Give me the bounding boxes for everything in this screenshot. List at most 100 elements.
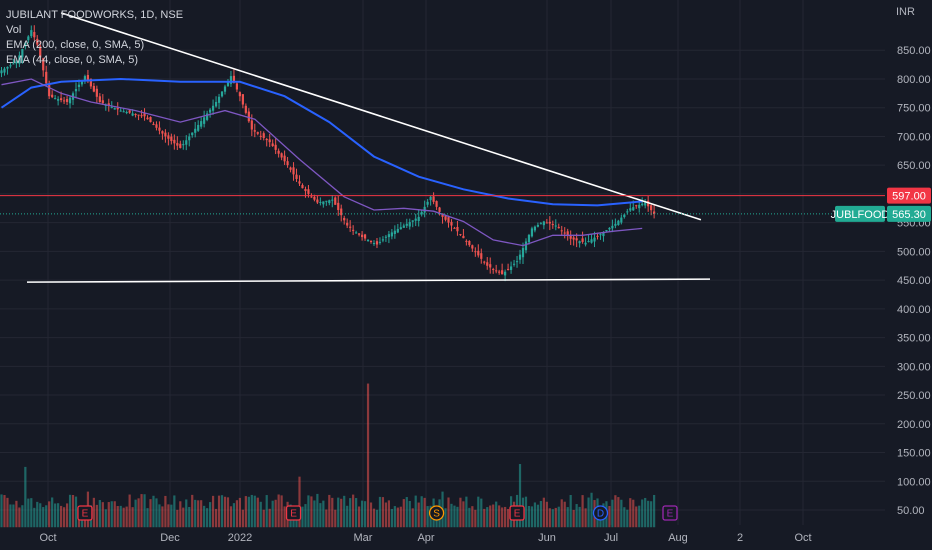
symbol-title[interactable]: JUBILANT FOODWORKS, 1D, NSE bbox=[6, 9, 184, 21]
candle-body bbox=[626, 211, 629, 213]
volume-bar bbox=[650, 501, 653, 528]
volume-bar bbox=[399, 506, 402, 528]
candle-body bbox=[465, 240, 468, 242]
ema200-indicator-label[interactable]: EMA (200, close, 0, SMA, 5) bbox=[6, 39, 145, 51]
candle-body bbox=[182, 144, 185, 146]
candle-body bbox=[539, 223, 542, 225]
volume-bar bbox=[641, 499, 644, 528]
volume-bar bbox=[149, 499, 152, 528]
volume-bar bbox=[9, 504, 12, 528]
volume-bar bbox=[587, 497, 590, 528]
candle-body bbox=[417, 216, 420, 222]
resistance-price-text: 597.00 bbox=[892, 191, 926, 203]
candle-body bbox=[116, 107, 119, 110]
volume-bar bbox=[51, 497, 54, 528]
time-tick-label: Jul bbox=[604, 532, 618, 544]
volume-bar bbox=[363, 501, 367, 528]
candle-body bbox=[62, 100, 66, 102]
volume-bar bbox=[170, 504, 173, 528]
candle-body bbox=[170, 136, 173, 142]
time-tick-label: Mar bbox=[354, 532, 373, 544]
candle-body bbox=[95, 88, 98, 97]
volume-bar bbox=[483, 508, 486, 528]
price-axis[interactable]: 850.00800.00750.00700.00650.00600.00550.… bbox=[897, 45, 931, 517]
volume-bar bbox=[524, 496, 528, 528]
candle-body bbox=[24, 42, 27, 47]
volume-bar bbox=[396, 507, 399, 528]
volume-bar bbox=[313, 500, 316, 528]
volume-bar bbox=[462, 501, 465, 528]
volume-bar bbox=[378, 496, 382, 528]
volume-bar bbox=[328, 494, 331, 528]
candle-body bbox=[375, 241, 379, 245]
candle-body bbox=[191, 132, 194, 136]
volume-bar bbox=[372, 508, 376, 528]
time-axis[interactable]: Oct Dec 2022 Mar Apr Jun Jul Aug 2 Oct bbox=[39, 532, 811, 544]
candle-body bbox=[512, 263, 516, 265]
candle-body bbox=[617, 220, 620, 225]
candle-body bbox=[113, 108, 116, 110]
volume-bar bbox=[480, 498, 483, 528]
volume-bar bbox=[57, 503, 60, 528]
volume-bar bbox=[355, 498, 358, 528]
volume-bar bbox=[393, 506, 396, 528]
volume-bar bbox=[74, 496, 78, 528]
candle-body bbox=[146, 117, 149, 120]
volume-bar bbox=[229, 506, 233, 528]
candle-body bbox=[623, 214, 626, 218]
candle-body bbox=[39, 46, 42, 58]
candle-body bbox=[65, 99, 69, 102]
candle-body bbox=[36, 38, 39, 45]
candle-body bbox=[462, 235, 465, 239]
volume-indicator-label[interactable]: Vol bbox=[6, 24, 22, 36]
event-marker bbox=[428, 505, 445, 521]
candle-body bbox=[9, 65, 12, 67]
volume-bar bbox=[220, 495, 224, 528]
candle-body bbox=[331, 199, 334, 201]
volume-bar bbox=[527, 505, 531, 528]
volume-bar bbox=[274, 499, 277, 528]
ema-lines bbox=[0, 77, 643, 247]
price-tick-label: 300.00 bbox=[897, 361, 931, 373]
trendlines[interactable] bbox=[0, 12, 885, 283]
volume-bar bbox=[563, 501, 566, 528]
candle-body bbox=[161, 131, 164, 134]
volume-bar bbox=[283, 506, 286, 528]
volume-bar bbox=[626, 509, 629, 528]
candle-body bbox=[57, 99, 60, 101]
volume-bar bbox=[271, 500, 274, 528]
volume-bar bbox=[322, 500, 325, 528]
volume-bar bbox=[366, 383, 370, 528]
price-tick-label: 850.00 bbox=[897, 45, 931, 57]
price-tick-label: 800.00 bbox=[897, 74, 931, 86]
volume-bar bbox=[259, 501, 262, 528]
volume-bar bbox=[319, 503, 322, 528]
volume-bar bbox=[24, 466, 27, 528]
volume-bar bbox=[134, 499, 137, 528]
ema44-indicator-label[interactable]: EMA (44, close, 0, SMA, 5) bbox=[6, 54, 139, 66]
volume-bar bbox=[352, 494, 355, 528]
volume-bar bbox=[0, 494, 3, 528]
candle-body bbox=[137, 114, 140, 116]
volume-bar bbox=[143, 494, 146, 528]
candle-body bbox=[405, 223, 408, 226]
volume-bar bbox=[444, 508, 447, 528]
volume-bar bbox=[104, 509, 107, 528]
volume-bar bbox=[548, 508, 551, 528]
candle-body bbox=[6, 66, 9, 69]
candle-body bbox=[390, 232, 393, 237]
candle-body bbox=[477, 250, 480, 256]
volume-bar bbox=[140, 494, 143, 528]
volume-bar bbox=[304, 504, 307, 528]
volume-bar bbox=[131, 507, 134, 528]
volume-bar bbox=[209, 502, 212, 528]
volume-bar bbox=[62, 507, 66, 528]
candle-body bbox=[533, 226, 537, 231]
candle-body bbox=[167, 135, 170, 139]
candle-body bbox=[226, 81, 230, 87]
volume-bar bbox=[39, 503, 42, 528]
event-marker bbox=[662, 505, 678, 521]
